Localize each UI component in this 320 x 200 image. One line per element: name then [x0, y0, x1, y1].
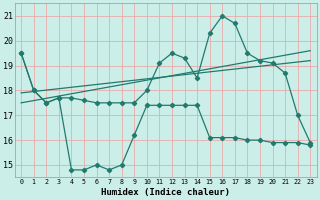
X-axis label: Humidex (Indice chaleur): Humidex (Indice chaleur): [101, 188, 230, 197]
